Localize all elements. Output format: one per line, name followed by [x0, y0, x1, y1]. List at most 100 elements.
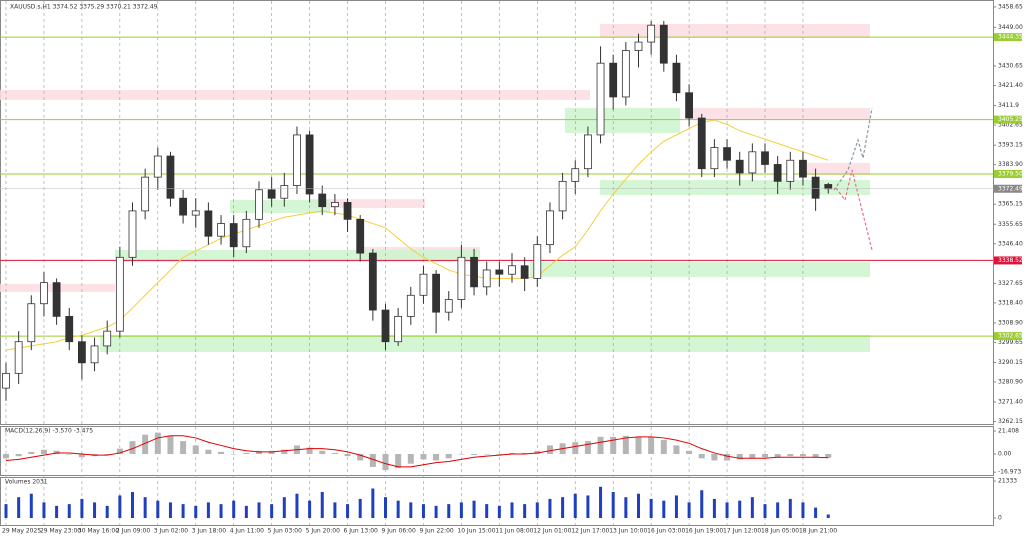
macd-bar — [116, 448, 123, 455]
volume-title: Volumes 2031 — [5, 479, 48, 486]
volume-bar — [358, 498, 362, 518]
volume-bar — [662, 500, 666, 518]
candle-body — [179, 197, 188, 216]
volume-bar — [725, 502, 729, 518]
volume-bar — [384, 497, 387, 518]
volume-bar — [131, 491, 134, 518]
volume-bar — [485, 504, 489, 518]
candle-body — [621, 50, 630, 98]
volume-bar — [333, 502, 337, 518]
volume-bar — [700, 490, 704, 518]
candle-body — [141, 176, 150, 212]
level-label: 3379.50 — [998, 170, 1023, 177]
macd-bar — [546, 445, 553, 455]
macd-title: MACD(12,26,9) -3.570 -3.475 — [5, 428, 93, 435]
y-tick-label: 3290.15 — [998, 359, 1023, 366]
candle-body — [647, 24, 656, 43]
forecast-up — [833, 107, 873, 191]
candle-body — [596, 62, 605, 136]
volume-bar — [788, 498, 792, 518]
candle-body — [343, 202, 352, 220]
candle-body — [52, 282, 61, 317]
volume-bar — [206, 502, 210, 518]
volume-bar — [346, 504, 350, 518]
macd-bar — [648, 436, 655, 455]
candle-body — [65, 315, 74, 343]
macd-bar — [281, 449, 288, 455]
candle-body — [242, 218, 251, 248]
volume-bar — [67, 504, 71, 518]
x-tick-label: 16 Jun 19:00 — [685, 528, 723, 535]
candle-body — [558, 180, 567, 212]
x-tick-label: 30 May 16:00 — [78, 528, 119, 535]
x-tick-label: 18 Jun 21:00 — [799, 528, 837, 535]
candle-body — [634, 41, 643, 51]
macd-bar — [509, 452, 515, 455]
candle-body — [786, 159, 795, 182]
volume-bar — [510, 502, 514, 518]
current-price-label: 3372.49 — [998, 185, 1023, 192]
y-tick-label: 3355.65 — [998, 221, 1023, 228]
macd-bar — [496, 454, 503, 455]
candle-body — [128, 210, 137, 258]
candle-body — [735, 159, 744, 174]
level-label: 3338.52 — [998, 257, 1023, 264]
macd-bar — [3, 454, 9, 459]
candle-body — [356, 218, 365, 254]
macd-bar — [711, 454, 718, 461]
volume-tick-label: 0 — [998, 515, 1002, 522]
candle-body — [330, 202, 339, 208]
volume-bar — [459, 502, 463, 518]
macd-bar — [774, 454, 781, 458]
candle-body — [748, 151, 757, 174]
volume-bar — [447, 504, 451, 518]
macd-bar — [635, 436, 642, 455]
candle-body — [368, 252, 377, 311]
volume-bar — [17, 497, 21, 518]
zone — [115, 249, 480, 262]
volume-bar — [649, 498, 653, 518]
volume-bar — [523, 504, 527, 518]
macd-bar — [686, 450, 693, 455]
macd-bar — [129, 441, 136, 455]
candle-body — [153, 155, 162, 178]
level-label: 3405.25 — [998, 116, 1023, 123]
candle-body — [432, 273, 441, 313]
y-tick-label: 3299.65 — [998, 339, 1023, 346]
x-tick-label: 6 Jun 13:00 — [344, 528, 378, 535]
candle-body — [723, 147, 731, 161]
candle-body — [191, 210, 200, 216]
zone — [310, 199, 425, 208]
volume-bar — [624, 497, 628, 518]
candle-body — [90, 345, 99, 364]
candle-body — [444, 299, 453, 313]
macd-bar — [736, 454, 743, 460]
y-tick-label: 3365.15 — [998, 201, 1023, 208]
macd-bar — [597, 436, 604, 455]
candle-body — [571, 168, 580, 182]
macd-bar — [180, 441, 187, 455]
candle-body — [685, 92, 693, 119]
macd-bar — [471, 454, 478, 456]
x-tick-label: 11 Jun 08:00 — [495, 528, 533, 535]
zone — [530, 261, 870, 277]
macd-bar — [28, 451, 35, 455]
candle-body — [710, 147, 719, 170]
candle-body — [166, 155, 175, 199]
macd-bar — [534, 450, 541, 455]
current-price-box — [994, 184, 1022, 193]
volume-bar — [421, 504, 425, 518]
candle-body — [508, 265, 516, 275]
candle-body — [78, 341, 86, 364]
x-tick-label: 16 Jun 03:00 — [647, 528, 685, 535]
zone — [800, 162, 870, 176]
macd-tick-label: -16.973 — [998, 469, 1021, 476]
x-tick-label: 29 May 23:00 — [40, 528, 81, 535]
macd-bar — [584, 441, 591, 455]
marks — [0, 20, 993, 518]
x-tick-label: 12 Jun 01:00 — [533, 528, 571, 535]
candle-body — [115, 256, 124, 332]
y-tick-label: 3327.65 — [998, 280, 1023, 287]
macd-bar — [192, 445, 199, 455]
x-tick-label: 13 Jun 10:00 — [609, 528, 647, 535]
